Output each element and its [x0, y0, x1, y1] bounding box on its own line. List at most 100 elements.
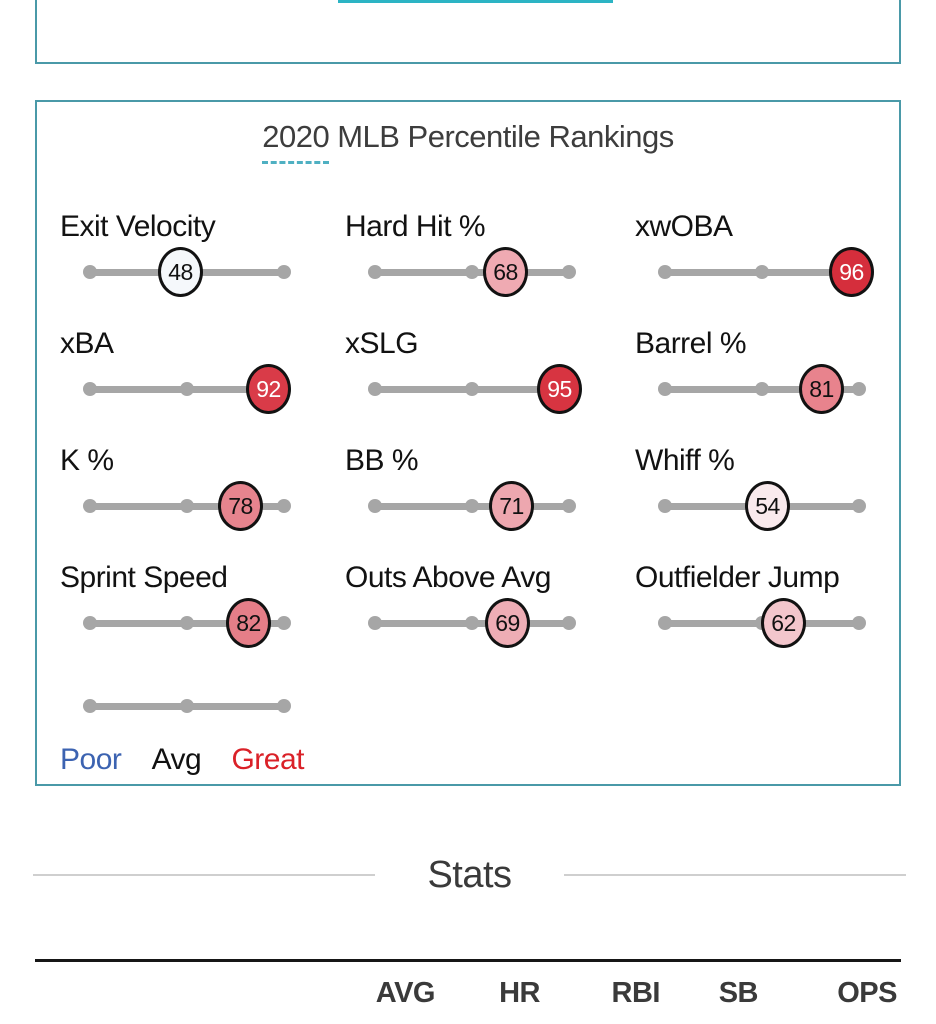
- stats-column-header: AVG: [375, 977, 436, 1009]
- stat-label: BB %: [345, 444, 419, 477]
- track-start-dot: [83, 616, 97, 630]
- track-end-dot: [562, 616, 576, 630]
- percentile-slider: 48: [83, 247, 291, 297]
- percentile-stat: xBA 92: [60, 327, 345, 444]
- stat-label: Barrel %: [635, 327, 747, 360]
- stat-label: Outs Above Avg: [345, 561, 551, 594]
- divider-line-left: [33, 874, 376, 876]
- percentile-slider: 54: [658, 481, 866, 531]
- track-mid-dot: [180, 616, 194, 630]
- percentile-rankings-title: 2020 MLB Percentile Rankings: [37, 117, 899, 164]
- track-start-dot: [83, 699, 97, 713]
- stats-table-top-rule: [35, 959, 901, 962]
- track-mid-dot: [755, 265, 769, 279]
- title-text: MLB Percentile Rankings: [337, 119, 674, 154]
- percentile-badge: 78: [218, 481, 263, 531]
- percentile-badge: 68: [483, 247, 528, 297]
- percentile-stat: BB % 71: [345, 444, 635, 561]
- select-underline: [338, 0, 613, 3]
- legend-avg: Avg: [151, 743, 202, 776]
- percentile-slider: 96: [658, 247, 874, 297]
- stat-label: Outfielder Jump: [635, 561, 840, 594]
- track-start-dot: [658, 382, 672, 396]
- track-mid-dot: [180, 499, 194, 513]
- title-year-select[interactable]: 2020: [262, 117, 330, 164]
- stats-section-divider: Stats: [0, 853, 936, 897]
- stats-heading: Stats: [427, 854, 512, 896]
- track-start-dot: [658, 499, 672, 513]
- stat-label: xBA: [60, 327, 114, 360]
- percentile-stat: Barrel % 81: [635, 327, 899, 444]
- percentile-stat: xSLG 95: [345, 327, 635, 444]
- percentile-badge: 96: [829, 247, 874, 297]
- track-start-dot: [83, 382, 97, 396]
- percentile-legend: Poor Avg Great: [60, 678, 345, 795]
- track-mid-dot: [180, 699, 194, 713]
- stat-label: xwOBA: [635, 210, 733, 243]
- percentile-slider: 62: [658, 598, 866, 648]
- stat-label: xSLG: [345, 327, 419, 360]
- percentile-badge: 48: [158, 247, 203, 297]
- track-start-dot: [368, 499, 382, 513]
- legend-labels: Poor Avg Great: [60, 743, 304, 777]
- percentile-badge: 81: [799, 364, 844, 414]
- percentile-slider: 92: [83, 364, 291, 414]
- track-end-dot: [277, 499, 291, 513]
- track-end-dot: [277, 616, 291, 630]
- stat-label: Sprint Speed: [60, 561, 228, 594]
- percentile-badge: 69: [485, 598, 530, 648]
- track-mid-dot: [465, 382, 479, 396]
- percentile-slider: 82: [83, 598, 291, 648]
- track-end-dot: [277, 265, 291, 279]
- stat-label: Whiff %: [635, 444, 735, 477]
- track-start-dot: [83, 265, 97, 279]
- legend-poor: Poor: [60, 743, 122, 776]
- percentile-badge: 95: [537, 364, 582, 414]
- track-start-dot: [658, 616, 672, 630]
- percentile-stat: Whiff % 54: [635, 444, 899, 561]
- percentile-rankings-card: 2020 MLB Percentile Rankings Exit Velocit…: [35, 100, 901, 786]
- stats-column-header: HR: [499, 977, 540, 1009]
- track-mid-dot: [465, 499, 479, 513]
- track-end-dot: [562, 499, 576, 513]
- stats-column-header: SB: [718, 977, 759, 1009]
- legend-great: Great: [231, 743, 304, 776]
- percentile-badge: 71: [489, 481, 534, 531]
- stats-column-header: OPS: [837, 977, 897, 1009]
- track-end-dot: [852, 499, 866, 513]
- track-start-dot: [658, 265, 672, 279]
- track-mid-dot: [180, 382, 194, 396]
- percentile-stat: Outs Above Avg 69: [345, 561, 635, 678]
- legend-slider: [83, 681, 291, 731]
- percentile-grid: Exit Velocity 48 Hard Hit % 68 xwOBA 96 xBA 92 x…: [37, 210, 899, 795]
- percentile-slider: 69: [368, 598, 576, 648]
- percentile-badge: 62: [761, 598, 806, 648]
- percentile-slider: 68: [368, 247, 576, 297]
- track-start-dot: [83, 499, 97, 513]
- track-start-dot: [368, 265, 382, 279]
- percentile-stat: xwOBA 96: [635, 210, 899, 327]
- track-start-dot: [368, 616, 382, 630]
- player-header-card: [35, 0, 901, 64]
- percentile-slider: 71: [368, 481, 576, 531]
- stat-label: Exit Velocity: [60, 210, 216, 243]
- percentile-slider: 78: [83, 481, 291, 531]
- percentile-stat: K % 78: [60, 444, 345, 561]
- percentile-badge: 82: [226, 598, 271, 648]
- track-end-dot: [852, 382, 866, 396]
- percentile-stat: Sprint Speed 82: [60, 561, 345, 678]
- track-end-dot: [277, 699, 291, 713]
- percentile-slider: 81: [658, 364, 866, 414]
- stat-label: K %: [60, 444, 114, 477]
- percentile-slider: 95: [368, 364, 582, 414]
- percentile-stat: Hard Hit % 68: [345, 210, 635, 327]
- track-mid-dot: [465, 265, 479, 279]
- track-end-dot: [562, 265, 576, 279]
- track-mid-dot: [755, 382, 769, 396]
- stat-label: Hard Hit %: [345, 210, 486, 243]
- percentile-stat: Outfielder Jump 62: [635, 561, 899, 678]
- track-start-dot: [368, 382, 382, 396]
- divider-line-right: [563, 874, 907, 876]
- percentile-badge: 54: [745, 481, 790, 531]
- stats-table-header-row: AVG HR RBI SB OPS: [35, 977, 902, 1010]
